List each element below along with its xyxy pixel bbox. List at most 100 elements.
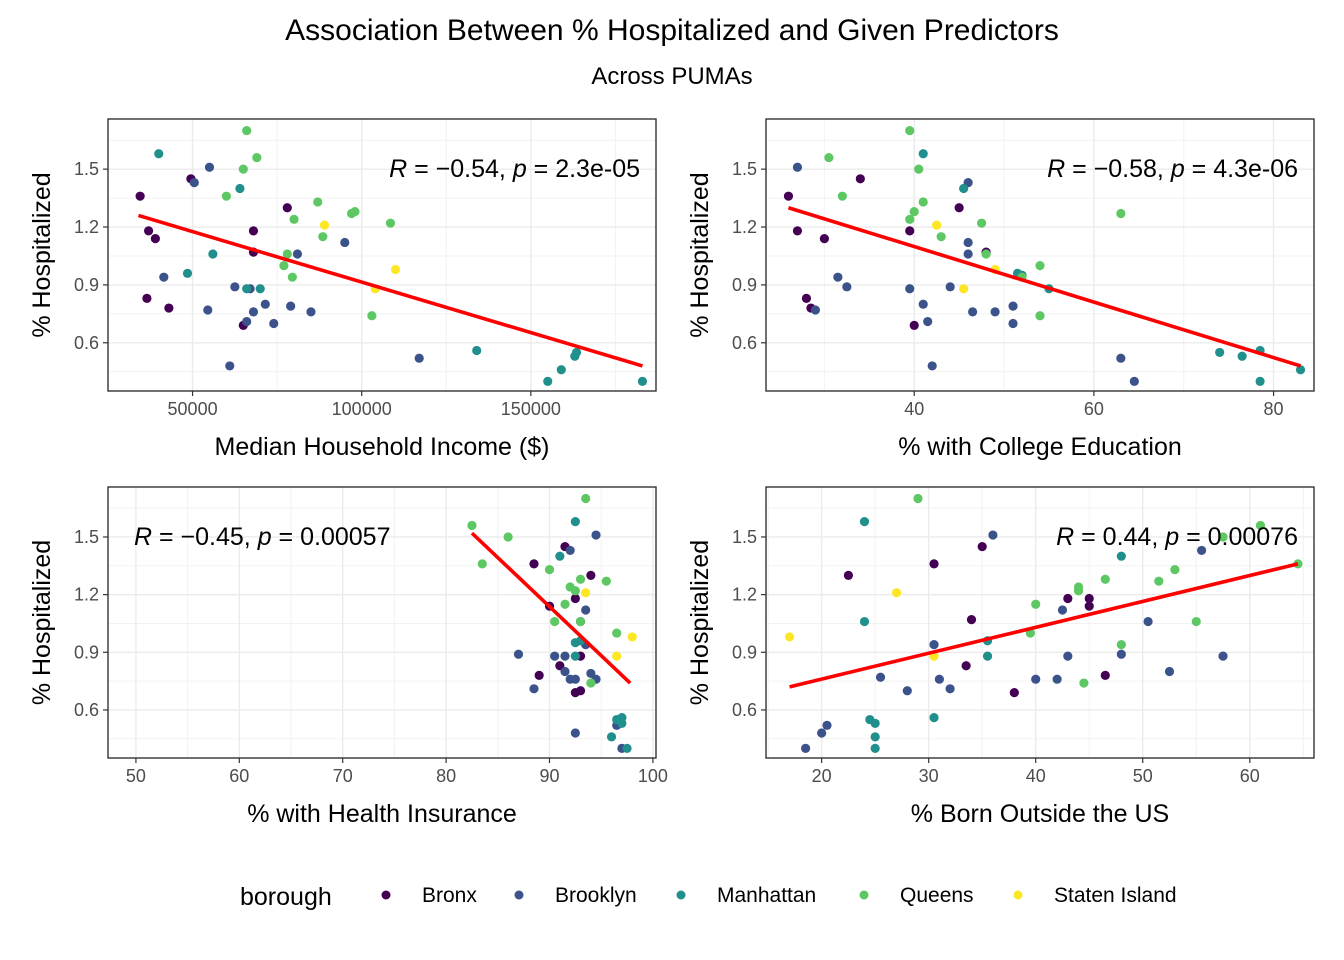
x-tick-label: 40 [1026, 766, 1046, 786]
y-tick-label: 0.6 [732, 700, 757, 720]
data-point [252, 152, 262, 163]
correlation-annotation: R = −0.45, p = 0.00057 [134, 523, 390, 551]
data-point [918, 299, 928, 309]
data-point [1084, 601, 1094, 611]
y-tick-label: 0.6 [732, 333, 757, 353]
data-point [963, 237, 973, 248]
data-point [282, 203, 292, 213]
legend: borough Bronx Brooklyn Manhattan Queens … [240, 883, 1177, 911]
y-tick-label: 0.9 [74, 275, 99, 295]
data-point [1008, 318, 1018, 329]
annotation-part: p [1170, 155, 1185, 183]
annotation-part: = 2.3e-05 [527, 155, 640, 183]
data-point [208, 249, 218, 259]
data-point [570, 516, 580, 527]
data-point [934, 674, 944, 684]
data-point [571, 347, 582, 358]
data-point [1164, 666, 1175, 677]
annotation-part: R [1056, 523, 1074, 551]
legend-key-brooklyn [514, 890, 524, 900]
data-point [606, 732, 617, 742]
data-point [1255, 376, 1265, 386]
data-point [959, 284, 969, 294]
data-point [929, 559, 939, 569]
legend-label-staten-island: Staten Island [1054, 884, 1177, 907]
regression-line [470, 531, 632, 685]
data-point [842, 282, 852, 292]
legend-label-queens: Queens [900, 884, 974, 907]
data-point [591, 530, 601, 540]
y-tick-label: 0.9 [74, 642, 99, 662]
data-point [1129, 376, 1139, 386]
data-point [1073, 586, 1084, 596]
data-point [909, 320, 919, 331]
plot-background [108, 119, 656, 391]
regression-line [787, 206, 1302, 368]
data-point [367, 311, 377, 321]
data-point [529, 684, 539, 694]
legend-key-staten-island [1013, 890, 1023, 900]
data-point [242, 284, 252, 294]
x-tick-label: 100 [638, 766, 668, 786]
y-tick-label: 1.2 [732, 217, 757, 237]
y-tick-label: 0.6 [74, 333, 99, 353]
data-point [555, 551, 565, 561]
data-point [513, 649, 524, 659]
data-point [390, 264, 401, 275]
data-point [1063, 593, 1073, 604]
data-point [859, 516, 870, 527]
x-tick-label: 30 [919, 766, 939, 786]
legend-key-queens [859, 890, 869, 900]
regression-line [789, 562, 1299, 689]
data-point [221, 191, 231, 201]
data-point [810, 305, 821, 315]
x-tick-label: 50 [1133, 766, 1153, 786]
data-point [905, 125, 915, 136]
data-point [902, 686, 912, 696]
data-point [1197, 545, 1207, 556]
y-tick-label: 1.5 [732, 527, 757, 547]
data-point [529, 559, 539, 569]
x-axis-title: % with Health Insurance [247, 800, 517, 828]
data-point [135, 191, 145, 201]
data-point [859, 616, 870, 627]
data-point [581, 588, 591, 598]
data-point [1143, 616, 1153, 627]
data-point [801, 743, 811, 753]
x-tick-label: 50000 [168, 399, 218, 419]
y-axis-title: % Hospitalized [686, 540, 714, 705]
y-tick-label: 1.2 [732, 585, 757, 605]
x-tick-label: 60 [1240, 766, 1260, 786]
annotation-part: = 0.44, [1074, 523, 1165, 551]
regression-line [137, 213, 643, 368]
data-point [637, 376, 648, 386]
data-point [1116, 353, 1126, 363]
data-point [837, 191, 847, 201]
data-point [570, 728, 580, 738]
plot-background [766, 487, 1314, 758]
data-point [961, 661, 971, 671]
data-point [954, 203, 964, 213]
data-point [556, 365, 566, 375]
data-point [143, 226, 154, 236]
y-axis-title: % Hospitalized [28, 540, 56, 705]
data-point [612, 628, 622, 638]
data-point [959, 183, 969, 194]
data-point [875, 672, 886, 682]
x-tick-label: 150000 [501, 399, 561, 419]
data-point [963, 249, 973, 259]
data-point [913, 493, 923, 504]
data-point [269, 318, 279, 329]
data-point [1057, 605, 1068, 615]
data-point [560, 599, 570, 609]
data-point [982, 651, 993, 661]
data-point [560, 651, 570, 661]
data-point [318, 232, 328, 242]
y-tick-label: 0.9 [732, 642, 757, 662]
plot-background [766, 119, 1314, 391]
data-point [909, 206, 919, 217]
x-tick-label: 70 [333, 766, 353, 786]
data-point [1063, 651, 1073, 661]
data-point [1191, 616, 1201, 627]
